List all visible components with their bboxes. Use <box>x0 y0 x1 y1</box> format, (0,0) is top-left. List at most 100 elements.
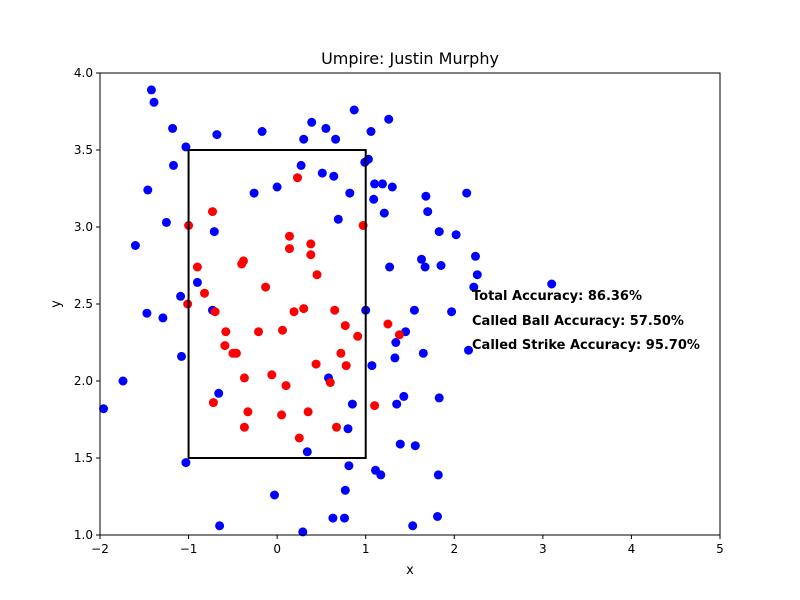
point-ball-31 <box>321 123 331 133</box>
point-ball-52 <box>376 470 386 480</box>
x-tick-label: 1 <box>362 542 370 556</box>
point-ball-74 <box>434 393 444 403</box>
point-strike-26 <box>294 433 304 443</box>
point-ball-33 <box>328 513 338 523</box>
x-tick-label: 3 <box>539 542 547 556</box>
point-ball-35 <box>331 134 341 144</box>
point-ball-76 <box>447 307 457 317</box>
point-ball-70 <box>423 207 433 217</box>
point-ball-27 <box>299 134 309 144</box>
point-ball-17 <box>209 227 219 237</box>
point-strike-18 <box>267 370 277 380</box>
point-ball-77 <box>451 230 461 240</box>
points-layer <box>99 85 557 537</box>
point-ball-5 <box>146 85 156 95</box>
point-ball-64 <box>409 305 419 315</box>
point-ball-29 <box>307 117 317 127</box>
point-strike-39 <box>353 331 363 341</box>
point-strike-3 <box>200 288 209 298</box>
point-ball-83 <box>547 279 557 289</box>
point-ball-42 <box>347 399 357 409</box>
point-strike-13 <box>239 373 249 383</box>
point-strike-42 <box>383 319 393 329</box>
x-tick-label: 5 <box>716 542 724 556</box>
point-strike-34 <box>330 305 340 315</box>
point-ball-73 <box>434 227 444 237</box>
point-ball-47 <box>366 127 376 136</box>
point-ball-53 <box>378 179 387 189</box>
point-ball-61 <box>395 439 405 449</box>
x-tick-label: 4 <box>628 542 636 556</box>
point-strike-4 <box>208 207 217 217</box>
point-ball-68 <box>420 262 430 272</box>
point-strike-23 <box>285 244 294 254</box>
point-ball-2 <box>130 241 140 250</box>
point-strike-25 <box>293 173 302 183</box>
point-strike-2 <box>192 262 202 272</box>
point-strike-43 <box>394 330 404 340</box>
x-tick-label: 0 <box>273 542 281 556</box>
point-ball-80 <box>469 282 479 292</box>
point-ball-24 <box>272 182 282 192</box>
point-strike-30 <box>306 250 316 260</box>
point-ball-26 <box>298 527 308 537</box>
point-ball-59 <box>391 338 401 347</box>
point-ball-58 <box>390 353 400 363</box>
point-strike-10 <box>231 348 241 358</box>
point-ball-7 <box>158 313 168 323</box>
point-strike-29 <box>306 239 316 249</box>
point-ball-54 <box>379 208 389 218</box>
point-ball-21 <box>249 188 259 198</box>
y-tick-label: 2.5 <box>74 297 93 311</box>
point-strike-31 <box>311 359 321 369</box>
point-ball-56 <box>385 262 395 272</box>
called-strike-accuracy-annotation: Called Strike Accuracy: 95.70% <box>472 338 700 353</box>
point-strike-41 <box>370 401 380 411</box>
point-ball-28 <box>302 447 312 457</box>
point-ball-67 <box>418 348 428 358</box>
point-ball-9 <box>168 123 178 133</box>
point-ball-75 <box>436 261 446 270</box>
point-ball-50 <box>370 179 380 189</box>
x-tick-label: −2 <box>91 542 109 556</box>
point-strike-20 <box>278 325 287 335</box>
point-strike-16 <box>254 327 263 337</box>
point-ball-38 <box>340 485 350 495</box>
point-ball-69 <box>421 191 431 201</box>
y-axis-label: y <box>49 300 64 308</box>
point-ball-12 <box>177 351 186 361</box>
strike-zone-layer <box>187 149 367 459</box>
point-ball-78 <box>462 188 472 198</box>
point-ball-23 <box>270 490 279 500</box>
point-ball-25 <box>296 160 306 170</box>
y-axis-ticks: 1.0 1.5 2.0 2.5 3.0 3.5 4.0 <box>74 66 100 542</box>
point-strike-35 <box>332 422 341 432</box>
point-ball-39 <box>343 424 353 434</box>
point-strike-17 <box>261 282 271 292</box>
total-accuracy-annotation: Total Accuracy: 86.36% <box>472 289 642 304</box>
point-ball-20 <box>215 521 225 531</box>
point-strike-5 <box>210 307 220 317</box>
y-tick-label: 2.0 <box>74 374 93 388</box>
called-ball-accuracy-annotation: Called Ball Accuracy: 57.50% <box>472 314 684 329</box>
x-tick-label: 2 <box>450 542 458 556</box>
x-tick-label: −1 <box>180 542 198 556</box>
point-ball-41 <box>345 188 355 198</box>
point-ball-36 <box>333 214 343 224</box>
point-ball-43 <box>349 105 359 115</box>
y-tick-label: 1.0 <box>74 528 93 542</box>
chart-title: Umpire: Justin Murphy <box>321 49 499 68</box>
point-strike-38 <box>341 361 351 371</box>
point-strike-21 <box>281 381 291 391</box>
point-strike-19 <box>277 410 287 420</box>
y-tick-label: 3.5 <box>74 143 93 157</box>
y-tick-label: 4.0 <box>74 66 93 80</box>
point-strike-27 <box>299 304 309 314</box>
point-ball-37 <box>340 513 349 523</box>
point-ball-22 <box>257 127 267 136</box>
y-tick-label: 3.0 <box>74 220 93 234</box>
point-strike-33 <box>325 378 335 387</box>
strike-zone-rect <box>187 149 367 459</box>
